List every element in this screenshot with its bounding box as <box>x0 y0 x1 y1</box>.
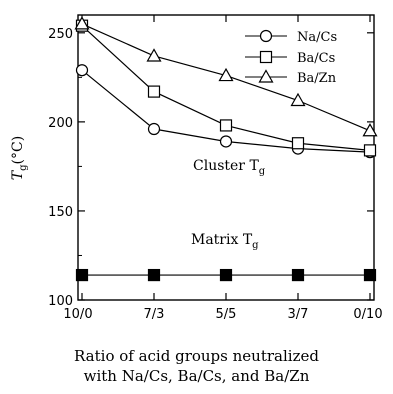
x-tick-label-4: 0/10 <box>353 307 382 322</box>
series-2-point-2 <box>218 67 234 82</box>
series-2-point-0 <box>74 16 90 30</box>
series-3-point-2 <box>219 268 233 282</box>
y-tick-label-100: 100 <box>48 294 73 309</box>
y-tick-label-200: 200 <box>48 116 73 131</box>
series-2-point-1 <box>146 48 162 62</box>
legend-marker-na-cs <box>259 29 273 43</box>
legend-marker-ba-zn <box>258 69 274 83</box>
series-0-point-0 <box>75 64 89 77</box>
x-tick-label-2: 5/5 <box>216 307 237 322</box>
series-3-point-4 <box>363 268 377 282</box>
series-1-point-2 <box>219 119 233 132</box>
y-axis-label: Tg(°C) <box>10 136 29 180</box>
x-tick-label-1: 7/3 <box>144 307 165 322</box>
legend-label-ba-zn: Ba/Zn <box>297 71 337 86</box>
legend-label-ba-cs: Ba/Cs <box>297 51 335 66</box>
series-2-point-4 <box>362 123 378 137</box>
legend-marker-ba-cs <box>259 50 273 64</box>
legend: Na/Cs Ba/Cs Ba/Zn <box>245 29 337 86</box>
series-3-point-3 <box>291 268 305 282</box>
series-3-point-1 <box>147 268 161 282</box>
series-0-point-2 <box>219 135 233 148</box>
x-axis-label-line1: Ratio of acid groups neutralized <box>74 347 319 365</box>
legend-label-na-cs: Na/Cs <box>297 30 337 45</box>
annotation-cluster-tg: Cluster Tg <box>193 158 266 177</box>
series-0-point-1 <box>147 122 161 136</box>
y-axis-label-sub: g <box>18 164 29 171</box>
y-axis-label-unit: (°C) <box>10 136 26 165</box>
x-axis-label-line2: with Na/Cs, Ba/Cs, and Ba/Zn <box>83 367 310 385</box>
series-2-point-3 <box>290 92 306 107</box>
annotation-matrix-tg: Matrix Tg <box>191 232 259 251</box>
series-1-point-4 <box>363 144 377 157</box>
series-3-point-0 <box>75 268 89 282</box>
series-1-point-1 <box>147 85 161 98</box>
x-tick-label-3: 3/7 <box>288 307 309 322</box>
x-tick-label-0: 10/0 <box>63 307 92 322</box>
y-tick-label-150: 150 <box>48 205 73 220</box>
series-1-point-3 <box>291 137 305 150</box>
y-axis-label-main: T <box>10 169 26 180</box>
y-tick-label-250: 250 <box>48 27 73 42</box>
